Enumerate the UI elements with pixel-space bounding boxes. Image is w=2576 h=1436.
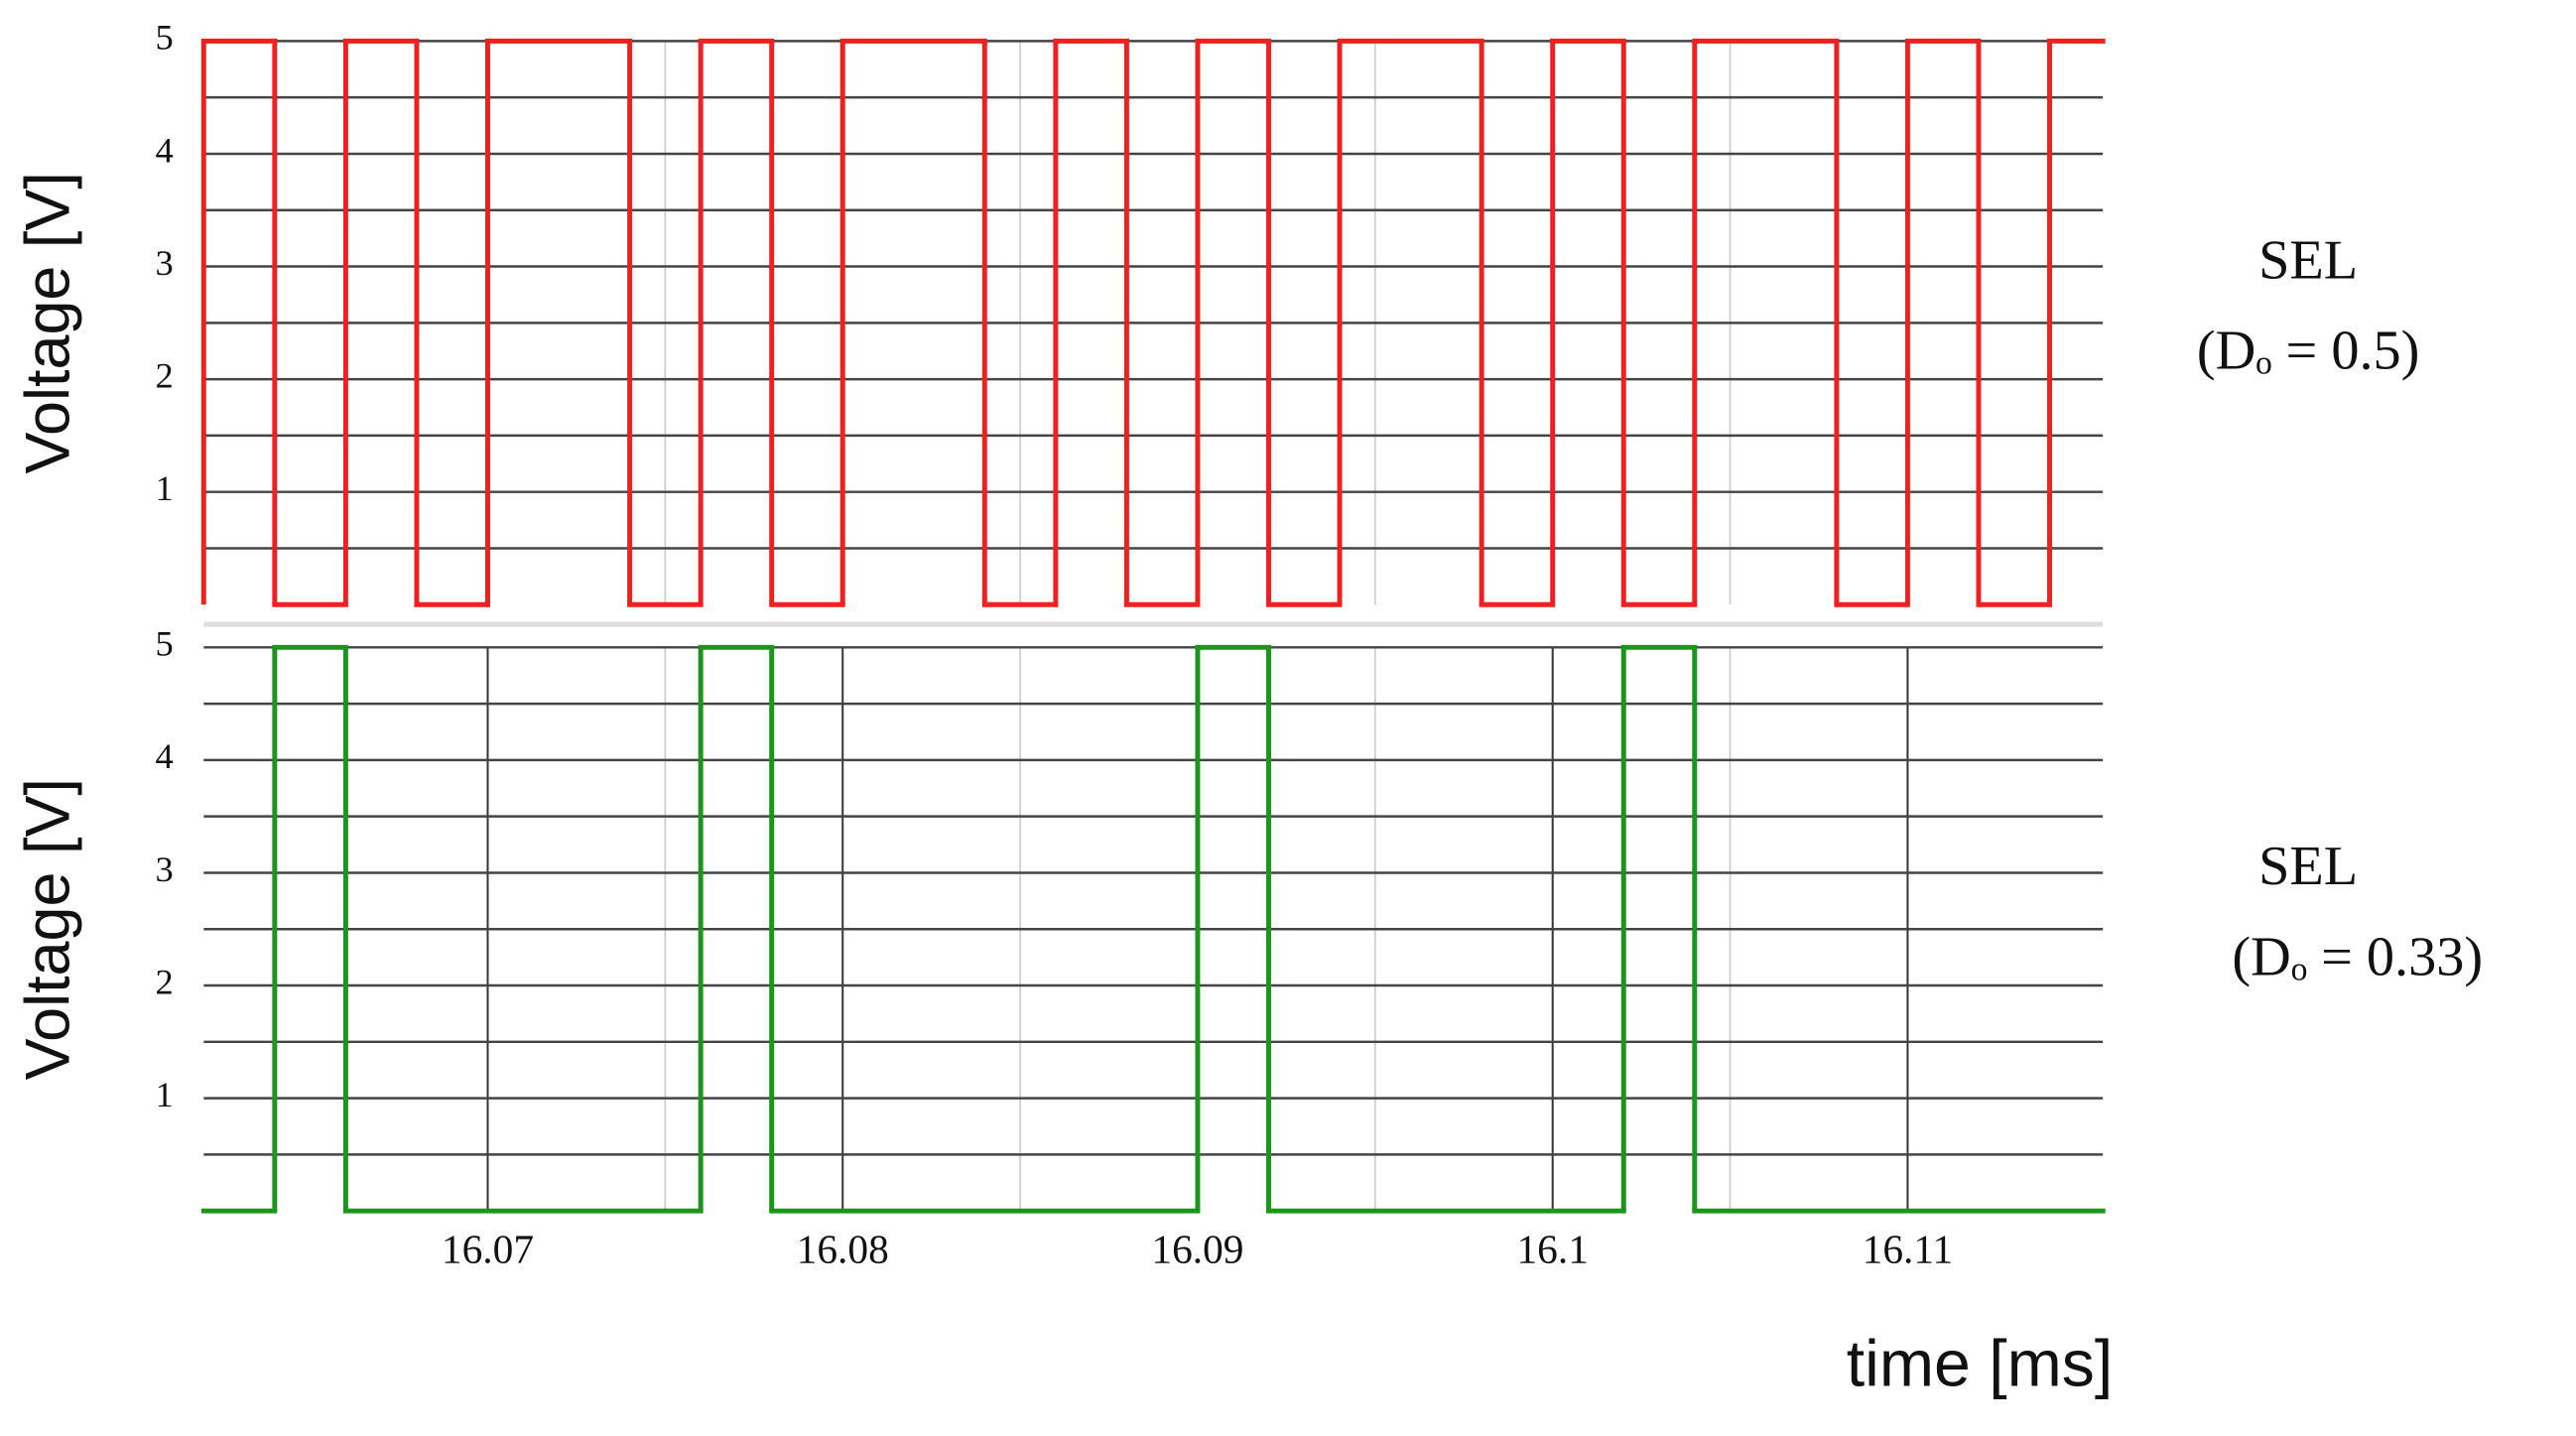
x-axis-label: time [ms] (1847, 1328, 2114, 1401)
y-tick-label: 3 (155, 849, 173, 889)
y-tick-label: 2 (155, 355, 173, 395)
annotation: SEL (2258, 836, 2358, 897)
x-tick-label: 16.11 (1863, 1227, 1954, 1272)
y-tick-label: 2 (155, 962, 173, 1001)
x-tick-label: 16.07 (442, 1227, 534, 1272)
y-tick-label: 1 (155, 468, 173, 508)
y-tick-label: 3 (155, 243, 173, 283)
annotation: (Dₒ = 0.5) (2197, 320, 2420, 381)
y-tick-label: 4 (155, 130, 173, 170)
x-tick-label: 16.08 (797, 1227, 889, 1272)
annotation: SEL (2258, 229, 2358, 291)
y-tick-label: 4 (155, 736, 173, 776)
annotation: (Dₒ = 0.33) (2232, 926, 2483, 987)
y-tick-label: 5 (155, 624, 173, 664)
x-tick-label: 16.1 (1516, 1227, 1588, 1272)
y-tick-label: 5 (155, 18, 173, 58)
x-tick-label: 16.09 (1151, 1227, 1243, 1272)
y-axis-label: Voltage [V] (14, 172, 83, 473)
y-axis-label: Voltage [V] (14, 778, 83, 1080)
y-tick-label: 1 (155, 1075, 173, 1114)
